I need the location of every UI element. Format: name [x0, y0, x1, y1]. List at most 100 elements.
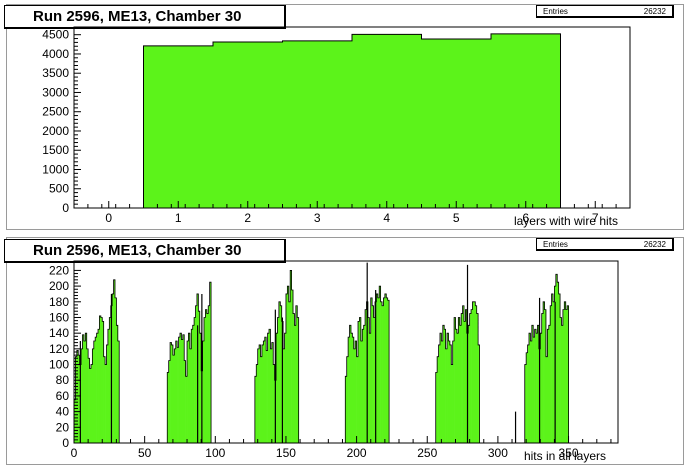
- histogram-bin: [564, 301, 567, 443]
- histogram-bin: [103, 356, 106, 443]
- histogram-bin: [268, 329, 271, 443]
- histogram-bin: [254, 376, 257, 443]
- histogram-bin: [285, 293, 288, 443]
- histogram-bin: [257, 348, 260, 443]
- histogram-bin: [560, 317, 562, 443]
- bar-layer-1: [143, 45, 213, 209]
- histogram-bin: [75, 356, 78, 443]
- histogram-bin: [189, 348, 192, 443]
- histogram-bin: [172, 355, 175, 443]
- x-tick-label: 3: [314, 211, 321, 225]
- bar-layer-4: [352, 34, 422, 209]
- histogram-bin: [102, 321, 104, 443]
- x-tick-label: 6: [522, 211, 529, 225]
- histogram-bin: [96, 333, 99, 443]
- histogram-outline: [143, 33, 561, 208]
- histogram-cluster-outline: [166, 281, 212, 443]
- histogram-bin: [567, 305, 569, 443]
- x-tick-label: 4: [383, 211, 390, 225]
- histogram-bin: [449, 344, 452, 443]
- stats-entries-value: 26232: [643, 7, 666, 16]
- histogram-bin: [202, 341, 205, 443]
- x-tick-label: 1: [175, 211, 182, 225]
- histogram-bin: [195, 305, 198, 443]
- histogram-bin: [288, 301, 291, 443]
- histogram-bin: [551, 293, 554, 443]
- histogram-bin: [346, 356, 349, 443]
- y-tick-label: 180: [49, 295, 69, 309]
- histogram-bin: [444, 329, 446, 443]
- y-tick-label: 40: [56, 405, 70, 419]
- y-tick-label: 220: [49, 263, 69, 277]
- histogram-bin: [447, 333, 449, 443]
- histogram-bin: [93, 341, 96, 443]
- histogram-bin: [168, 360, 171, 443]
- histogram-bin: [451, 364, 453, 443]
- histogram-bin: [476, 313, 479, 443]
- histogram-bin: [185, 376, 188, 443]
- histogram-bin: [548, 325, 551, 443]
- histogram-bin: [99, 315, 102, 443]
- histogram-bin: [541, 313, 544, 443]
- histogram-bin: [85, 333, 88, 443]
- histogram-bin: [203, 317, 206, 443]
- histogram-bin: [478, 344, 480, 443]
- histogram-bin: [439, 333, 442, 443]
- histogram-bin: [550, 305, 552, 443]
- histogram-bin: [191, 329, 193, 443]
- histogram-bin: [264, 337, 267, 443]
- histogram-bin: [370, 297, 373, 443]
- histogram-bin: [530, 341, 533, 443]
- histogram-bin: [540, 333, 542, 443]
- histogram-bin: [95, 337, 97, 443]
- histogram-bin: [83, 341, 86, 443]
- histogram-bin: [557, 282, 559, 443]
- histogram-bin: [198, 311, 201, 443]
- histogram-bin: [534, 329, 537, 443]
- y-tick-label: 140: [49, 326, 69, 340]
- histogram-bin: [271, 342, 274, 443]
- histogram-bin: [382, 305, 384, 443]
- histogram-bin: [377, 297, 380, 443]
- histogram-bin: [384, 293, 387, 443]
- histogram-bin: [92, 348, 95, 443]
- histogram-bin: [86, 348, 89, 443]
- histogram-bin: [473, 301, 476, 443]
- histogram-bin: [170, 342, 172, 443]
- histogram-bin: [283, 348, 285, 443]
- histogram-bin: [363, 325, 366, 443]
- x-tick-label: 150: [276, 446, 296, 460]
- histogram-bin: [383, 297, 386, 443]
- histogram-bin: [263, 341, 266, 443]
- y-tick-label: 0: [62, 201, 69, 215]
- histogram-bin: [561, 325, 564, 443]
- histogram-bin: [536, 333, 538, 443]
- histogram-bin: [555, 274, 558, 443]
- chart-title-hits: Run 2596, ME13, Chamber 30: [4, 239, 286, 263]
- histogram-bin: [291, 290, 294, 443]
- histogram-bin: [295, 305, 298, 443]
- histogram-bin: [174, 348, 177, 443]
- histogram-bin: [280, 305, 283, 443]
- y-tick-label: 120: [49, 342, 69, 356]
- histogram-bin: [528, 333, 531, 443]
- histogram-bin: [437, 356, 439, 443]
- histogram-bin: [367, 317, 370, 443]
- histogram-bin: [107, 329, 110, 443]
- y-tick-label: 160: [49, 310, 69, 324]
- histogram-bin: [81, 348, 83, 443]
- y-tick-label: 2000: [42, 124, 69, 138]
- histogram-bin: [206, 313, 209, 443]
- histogram-bin: [278, 301, 281, 443]
- x-tick-label: 7: [592, 211, 599, 225]
- bar-layer-3: [282, 40, 352, 208]
- histogram-bin: [177, 347, 179, 443]
- histogram-bin: [117, 341, 120, 443]
- y-tick-label: 60: [56, 389, 70, 403]
- histogram-bin: [192, 325, 195, 443]
- histogram-bin: [348, 337, 350, 443]
- histogram-bin: [537, 325, 540, 443]
- histogram-bin: [277, 317, 280, 443]
